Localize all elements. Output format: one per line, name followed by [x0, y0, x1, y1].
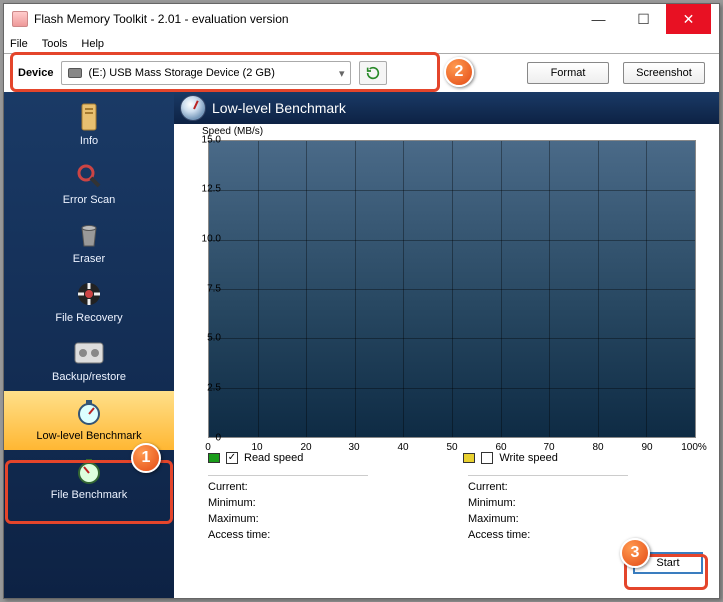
- write-stats: Current: Minimum: Maximum: Access time:: [468, 474, 628, 541]
- stat-minimum: Minimum:: [468, 497, 628, 509]
- sidebar-item-label: File Recovery: [55, 312, 122, 324]
- format-button[interactable]: Format: [527, 62, 609, 84]
- stat-current: Current:: [468, 481, 628, 493]
- sidebar-item-file-recovery[interactable]: File Recovery: [4, 273, 174, 332]
- annotation-number-1: 1: [131, 443, 161, 473]
- benchmark-chart: [208, 140, 696, 438]
- write-checkbox[interactable]: [481, 452, 493, 464]
- sidebar-item-label: Error Scan: [63, 194, 116, 206]
- write-swatch: [463, 453, 475, 463]
- read-stats: Current: Minimum: Maximum: Access time:: [208, 474, 368, 541]
- ytick: 15.0: [202, 135, 221, 146]
- ytick: 10.0: [202, 234, 221, 245]
- stopwatch-icon: [74, 397, 104, 427]
- main-header: Low-level Benchmark: [174, 92, 719, 124]
- close-button[interactable]: ✕: [666, 4, 711, 34]
- minimize-button[interactable]: —: [576, 4, 621, 34]
- sidebar-item-label: Low-level Benchmark: [36, 430, 141, 442]
- stopwatch-green-icon: [74, 456, 104, 486]
- chart-area: Speed (MB/s) 15.0 12.5 10.0 7.5 5.0 2.5 …: [174, 124, 719, 598]
- lifebuoy-icon: [74, 279, 104, 309]
- stat-access: Access time:: [468, 529, 628, 541]
- sidebar-item-eraser[interactable]: Eraser: [4, 214, 174, 273]
- stat-access: Access time:: [208, 529, 368, 541]
- menu-tools[interactable]: Tools: [42, 38, 68, 50]
- refresh-icon: [365, 65, 381, 81]
- menu-file[interactable]: File: [10, 38, 28, 50]
- write-label: Write speed: [499, 452, 558, 464]
- main-title: Low-level Benchmark: [212, 100, 346, 116]
- sidebar-item-label: Backup/restore: [52, 371, 126, 383]
- sidebar-item-label: File Benchmark: [51, 489, 127, 501]
- window-title: Flash Memory Toolkit - 2.01 - evaluation…: [34, 12, 576, 26]
- read-label: Read speed: [244, 452, 303, 464]
- device-toolbar: Device (E:) USB Mass Storage Device (2 G…: [4, 54, 719, 92]
- sidebar-item-backup-restore[interactable]: Backup/restore: [4, 332, 174, 391]
- read-swatch: [208, 453, 220, 463]
- sidebar-item-low-level-benchmark[interactable]: Low-level Benchmark: [4, 391, 174, 450]
- maximize-button[interactable]: ☐: [621, 4, 666, 34]
- stopwatch-header-icon: [180, 95, 206, 121]
- device-label: Device: [10, 67, 61, 79]
- magnifier-icon: [74, 161, 104, 191]
- main-panel: Low-level Benchmark Speed (MB/s) 15.0 12…: [174, 92, 719, 598]
- ytick: 12.5: [202, 184, 221, 195]
- sidebar-item-error-scan[interactable]: Error Scan: [4, 155, 174, 214]
- ytick: 5.0: [207, 333, 221, 344]
- annotation-number-3: 3: [620, 538, 650, 568]
- stat-current: Current:: [208, 481, 368, 493]
- ytick: 7.5: [207, 284, 221, 295]
- screenshot-button[interactable]: Screenshot: [623, 62, 705, 84]
- xtick: 100%: [681, 442, 707, 453]
- sidebar-item-label: Info: [80, 135, 98, 147]
- app-icon: [12, 11, 28, 27]
- ytick: 2.5: [207, 383, 221, 394]
- device-select[interactable]: (E:) USB Mass Storage Device (2 GB): [61, 61, 351, 85]
- body: Info Error Scan Eraser File Recovery Bac…: [4, 92, 719, 598]
- chart-legend: ✓ Read speed Write speed: [208, 452, 558, 464]
- sidebar-item-label: Eraser: [73, 253, 105, 265]
- stat-maximum: Maximum:: [468, 513, 628, 525]
- read-checkbox[interactable]: ✓: [226, 452, 238, 464]
- trash-icon: [74, 220, 104, 250]
- refresh-button[interactable]: [359, 61, 387, 85]
- sidebar: Info Error Scan Eraser File Recovery Bac…: [4, 92, 174, 598]
- stat-maximum: Maximum:: [208, 513, 368, 525]
- sidebar-item-info[interactable]: Info: [4, 96, 174, 155]
- stat-minimum: Minimum:: [208, 497, 368, 509]
- window-buttons: — ☐ ✕: [576, 4, 711, 34]
- info-icon: [74, 102, 104, 132]
- menu-help[interactable]: Help: [81, 38, 104, 50]
- menubar: File Tools Help: [4, 34, 719, 54]
- device-selected-text: (E:) USB Mass Storage Device (2 GB): [88, 67, 274, 79]
- tape-icon: [74, 338, 104, 368]
- drive-icon: [68, 68, 82, 78]
- app-window: Flash Memory Toolkit - 2.01 - evaluation…: [3, 3, 720, 599]
- xtick: 80: [592, 442, 603, 453]
- ytick: 0: [215, 433, 221, 444]
- annotation-number-2: 2: [444, 57, 474, 87]
- stats-block: Current: Minimum: Maximum: Access time: …: [208, 474, 628, 541]
- xtick: 90: [641, 442, 652, 453]
- titlebar: Flash Memory Toolkit - 2.01 - evaluation…: [4, 4, 719, 34]
